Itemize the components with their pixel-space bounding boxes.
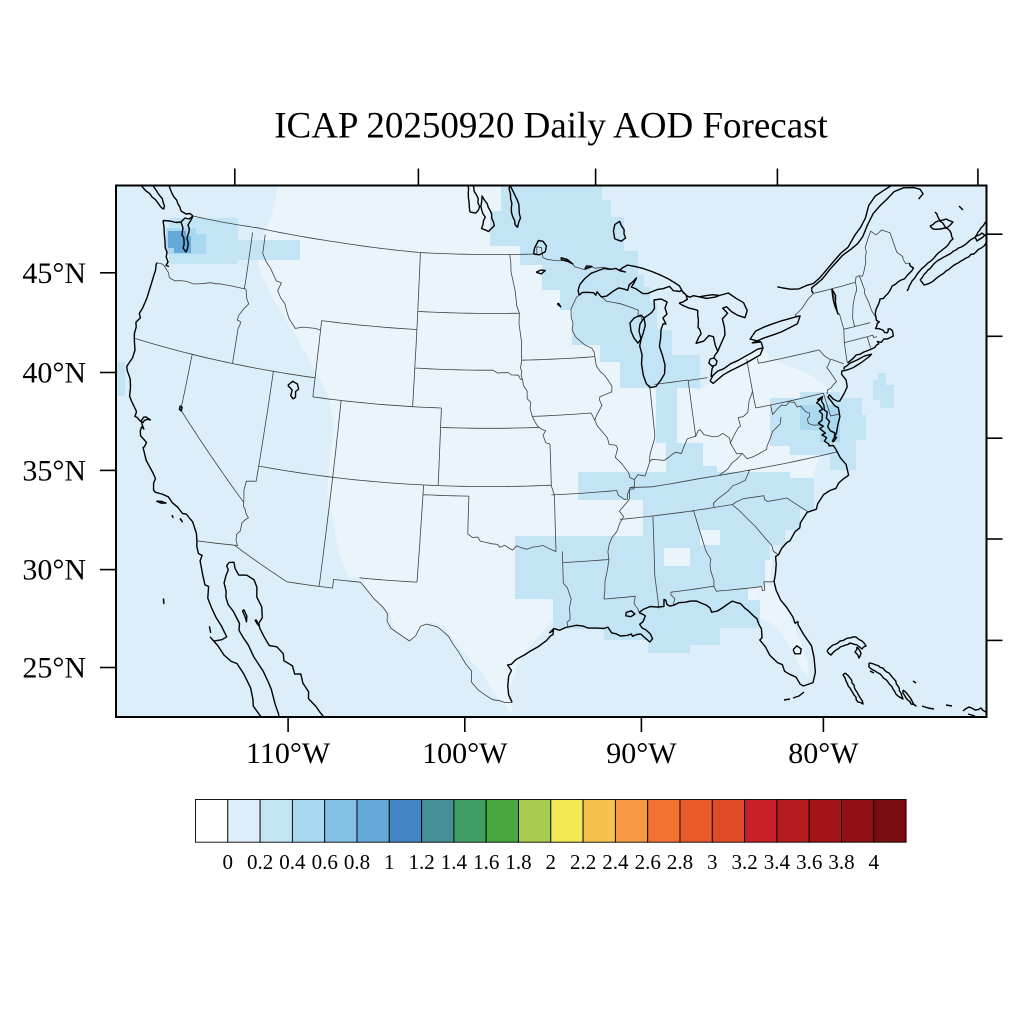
svg-text:0: 0	[223, 850, 234, 874]
svg-text:90°W: 90°W	[606, 737, 677, 770]
svg-text:25°N: 25°N	[22, 652, 86, 685]
svg-text:0.4: 0.4	[279, 850, 306, 874]
svg-text:1.2: 1.2	[408, 850, 434, 874]
svg-text:30°N: 30°N	[22, 554, 86, 587]
svg-text:45°N: 45°N	[22, 257, 86, 290]
svg-text:1.6: 1.6	[473, 850, 499, 874]
svg-text:3.4: 3.4	[764, 850, 791, 874]
svg-text:1.4: 1.4	[441, 850, 468, 874]
svg-text:3.8: 3.8	[828, 850, 854, 874]
svg-text:0.8: 0.8	[344, 850, 370, 874]
svg-text:3.2: 3.2	[731, 850, 757, 874]
svg-text:0.6: 0.6	[312, 850, 338, 874]
svg-text:35°N: 35°N	[22, 454, 86, 487]
svg-text:0.2: 0.2	[247, 850, 273, 874]
svg-text:3.6: 3.6	[796, 850, 822, 874]
svg-text:2.6: 2.6	[635, 850, 661, 874]
svg-text:3: 3	[707, 850, 718, 874]
svg-text:100°W: 100°W	[422, 737, 508, 770]
svg-text:2: 2	[546, 850, 557, 874]
svg-text:2.4: 2.4	[602, 850, 629, 874]
svg-text:40°N: 40°N	[22, 357, 86, 390]
svg-text:110°W: 110°W	[246, 737, 331, 770]
svg-text:80°W: 80°W	[788, 737, 859, 770]
svg-text:ICAP 20250920 Daily AOD Foreca: ICAP 20250920 Daily AOD Forecast	[274, 106, 828, 147]
svg-text:4: 4	[869, 850, 880, 874]
svg-text:2.8: 2.8	[667, 850, 693, 874]
svg-text:2.2: 2.2	[570, 850, 596, 874]
svg-text:1: 1	[384, 850, 395, 874]
svg-text:1.8: 1.8	[505, 850, 531, 874]
